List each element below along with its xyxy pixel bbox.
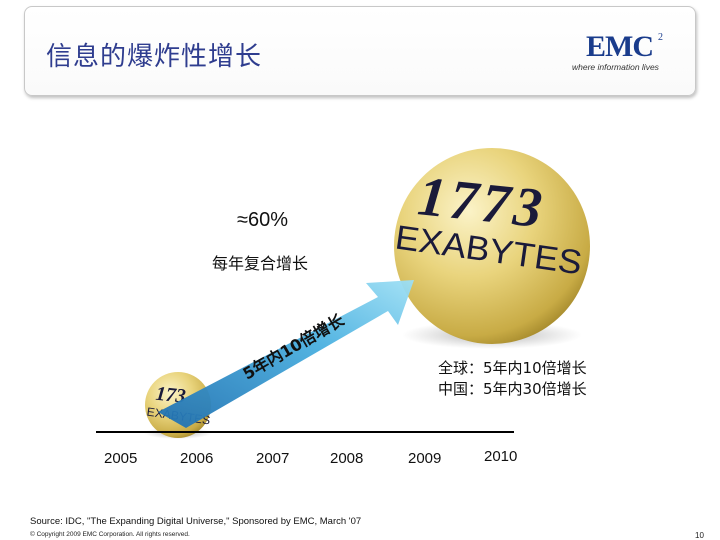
global-growth-note: 全球：5年内10倍增长: [438, 359, 587, 377]
growth-rate-label: 每年复合增长: [212, 254, 309, 273]
year-label: 2005: [104, 450, 138, 467]
timeline-axis: [96, 431, 514, 433]
year-label: 2010: [484, 448, 518, 465]
logo-wordmark: EMC: [586, 30, 654, 63]
year-label: 2006: [180, 450, 214, 467]
slide-title: 信息的爆炸性增长: [46, 42, 263, 72]
logo-tagline: where information lives: [572, 62, 659, 72]
growth-arrow: [158, 280, 414, 428]
year-label: 2008: [330, 450, 364, 467]
growth-rate: ≈60%: [237, 209, 289, 231]
arrow-label: 5年内10倍增长: [240, 310, 349, 384]
large-sphere-number: 1773: [415, 165, 549, 240]
copyright-notice: © Copyright 2009 EMC Corporation. All ri…: [30, 531, 190, 538]
large-sphere: [394, 148, 590, 344]
source-citation: Source: IDC, "The Expanding Digital Univ…: [30, 516, 362, 527]
logo-superscript: 2: [658, 32, 663, 43]
title-panel: [24, 6, 696, 96]
year-label: 2009: [408, 450, 442, 467]
china-growth-note: 中国：5年内30倍增长: [438, 380, 587, 398]
year-label: 2007: [256, 450, 290, 467]
page-number: 10: [695, 531, 704, 540]
emc-logo: EMC 2 where information lives: [572, 30, 672, 76]
